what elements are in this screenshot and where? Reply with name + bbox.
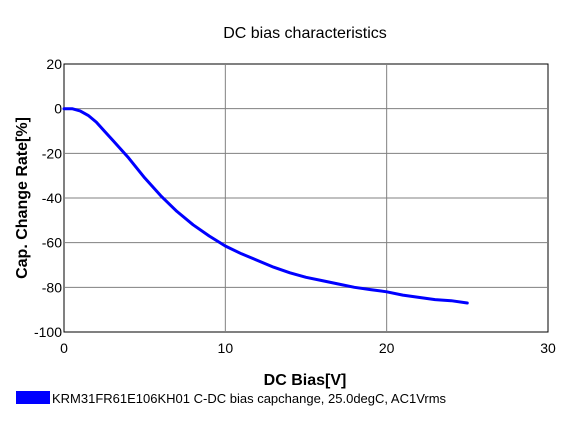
series-layer <box>62 107 469 305</box>
x-axis-ticks: 0 10 20 30 <box>60 340 556 356</box>
y-tick-label: -20 <box>42 145 62 161</box>
y-tick-label: -100 <box>34 324 62 340</box>
grid-lines <box>64 64 548 332</box>
y-tick-label: -60 <box>42 235 62 251</box>
series-line <box>62 107 469 305</box>
y-tick-label: -40 <box>42 190 62 206</box>
y-tick-label: -80 <box>42 279 62 295</box>
y-axis-label: Cap. Change Rate[%] <box>14 117 31 279</box>
x-tick-label: 10 <box>218 340 234 356</box>
legend-label: KRM31FR61E106KH01 C-DC bias capchange, 2… <box>52 391 447 406</box>
x-axis-label: DC Bias[V] <box>264 372 347 389</box>
y-axis-ticks: -100 -80 -60 -40 -20 0 20 <box>34 56 62 340</box>
y-tick-label: 0 <box>54 101 62 117</box>
x-tick-label: 20 <box>379 340 395 356</box>
legend: KRM31FR61E106KH01 C-DC bias capchange, 2… <box>16 391 447 406</box>
x-tick-label: 30 <box>540 340 556 356</box>
legend-swatch <box>16 391 50 404</box>
y-tick-label: 20 <box>46 56 62 72</box>
chart-title: DC bias characteristics <box>223 25 387 42</box>
x-tick-label: 0 <box>60 340 68 356</box>
